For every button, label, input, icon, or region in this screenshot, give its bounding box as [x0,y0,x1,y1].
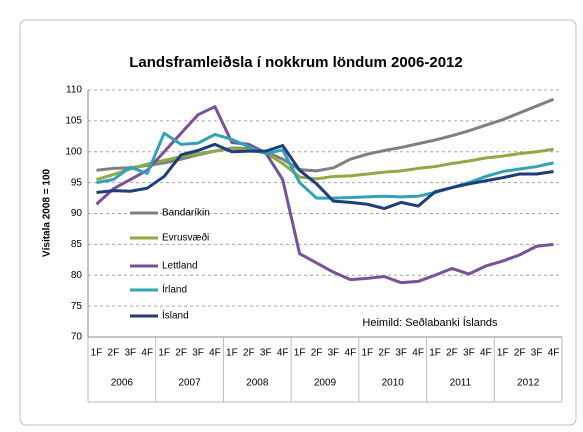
y-tick-label: 90 [71,208,83,219]
series-line [96,131,554,200]
year-label: 2007 [178,378,201,389]
legend-label: Írland [162,283,187,296]
series-line [96,147,554,181]
x-tick-label: 3F [328,348,340,359]
year-label: 2009 [314,378,337,389]
year-label: 2006 [111,378,134,389]
x-tick-label: 4F [480,348,492,359]
x-tick-label: 2F [108,348,120,359]
series-line [96,142,554,211]
x-tick-label: 1F [361,348,373,359]
annotation: Heimild: Seðlabanki Íslands [362,316,498,329]
legend-label: Lettland [162,261,198,272]
chart-title: Landsframleiðsla í nokkrum löndum 2006-2… [129,54,462,71]
y-tick-label: 100 [65,146,82,157]
series-line [96,97,555,173]
x-tick-label: 4F [345,348,357,359]
x-tick-label: 1F [294,348,306,359]
x-tick-label: 1F [497,348,509,359]
year-label: 2011 [450,378,472,389]
x-tick-label: 3F [395,348,407,359]
x-tick-label: 3F [260,348,272,359]
x-tick-label: 2F [243,348,255,359]
x-tick-label: 1F [91,348,103,359]
legend-label: Ísland [162,309,189,322]
x-tick-label: 4F [277,348,289,359]
x-tick-label: 2F [446,348,458,359]
legend-label: Bandaríkin [162,208,210,219]
x-tick-label: 3F [124,348,136,359]
y-tick-label: 85 [71,239,83,250]
year-label: 2008 [246,378,269,389]
x-tick-label: 1F [429,348,441,359]
y-tick-label: 70 [71,332,83,343]
series-line [95,105,554,285]
x-tick-label: 1F [226,348,238,359]
x-tick-label: 1F [158,348,170,359]
y-tick-label: 75 [71,301,83,312]
x-tick-label: 4F [209,348,221,359]
x-tick-label: 4F [412,348,424,359]
y-tick-label: 80 [71,270,83,281]
x-tick-label: 3F [463,348,475,359]
x-tick-label: 2F [311,348,323,359]
legend-label: Evrusvæði [162,232,209,244]
y-tick-label: 105 [65,116,82,127]
y-tick-label: 110 [66,85,82,96]
x-tick-label: 3F [192,348,204,359]
x-tick-label: 4F [548,348,560,359]
x-tick-label: 2F [175,348,187,359]
x-tick-label: 2F [514,348,526,359]
y-tick-label: 95 [71,177,83,188]
chart-frame [19,19,577,426]
x-tick-label: 4F [141,348,153,359]
year-label: 2010 [382,378,405,389]
y-axis-label: Vísitala 2008 = 100 [42,168,53,257]
x-tick-label: 2F [378,348,390,359]
year-label: 2012 [517,378,540,389]
x-tick-label: 3F [531,348,543,359]
